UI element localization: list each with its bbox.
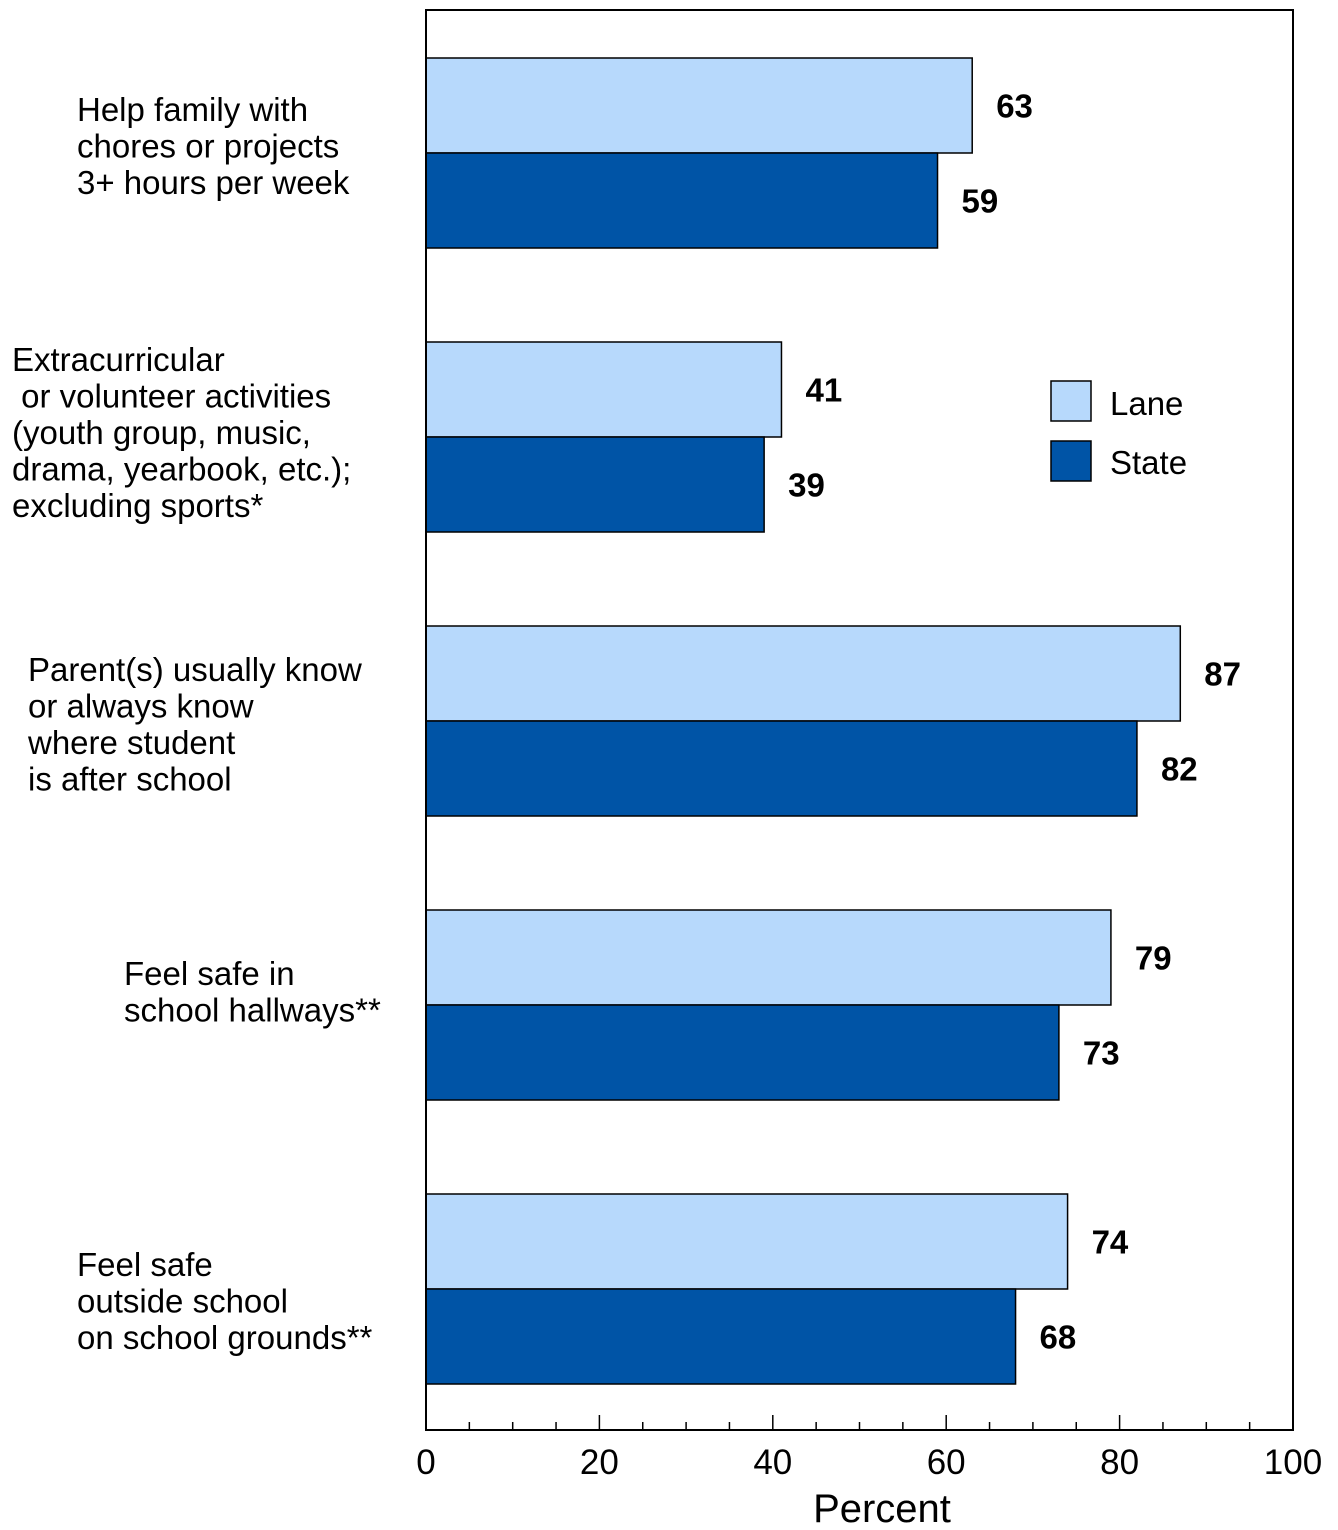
value-labels-group: 63 59 41 39 87 82 79 73 74 68	[788, 88, 1241, 1356]
bar-lane-4	[425, 909, 1112, 1006]
category-label-line: school hallways**	[124, 992, 381, 1029]
x-tick-label: 0	[416, 1443, 435, 1482]
bar-lane-5	[425, 1193, 1069, 1290]
bar-lane-3	[425, 625, 1182, 722]
category-label-2: Extracurricular or volunteer activities(…	[12, 341, 351, 524]
x-tick-label: 60	[927, 1443, 966, 1482]
legend-swatch-lane	[1050, 380, 1092, 422]
bar-state-1	[425, 152, 939, 249]
legend: Lane State	[1050, 380, 1187, 482]
bar-state-4	[425, 1004, 1060, 1101]
category-label-line: (youth group, music,	[12, 414, 311, 451]
bar-lane-1	[425, 57, 973, 154]
category-label-line: 3+ hours per week	[77, 164, 350, 201]
x-tick-label: 20	[580, 1443, 619, 1482]
bar-state-2	[425, 436, 765, 533]
value-label-lane-5: 74	[1092, 1224, 1129, 1261]
category-labels-group: Help family with chores or projects 3+ hou…	[12, 91, 381, 1356]
category-label-1: Help family with chores or projects 3+ hou…	[77, 91, 350, 201]
category-label-line: Help family with	[77, 91, 308, 128]
category-label-line: where student	[27, 724, 235, 761]
category-label-line: or always know	[28, 688, 254, 725]
legend-label-state: State	[1110, 444, 1187, 481]
x-axis-title: Percent	[813, 1487, 951, 1530]
category-label-line: Extracurricular	[12, 341, 225, 378]
value-label-lane-3: 87	[1204, 656, 1241, 693]
category-label-line: or volunteer activities	[12, 378, 331, 415]
category-label-line: outside school	[77, 1283, 288, 1320]
ticks-group: 0 20 40 60 80 100	[416, 1415, 1322, 1482]
value-label-lane-1: 63	[996, 88, 1033, 125]
value-label-state-4: 73	[1083, 1035, 1120, 1072]
category-label-line: drama, yearbook, etc.);	[12, 451, 351, 488]
value-label-state-5: 68	[1040, 1319, 1077, 1356]
legend-label-lane: Lane	[1110, 385, 1183, 422]
x-tick-label: 100	[1264, 1443, 1322, 1482]
value-label-lane-2: 41	[805, 372, 842, 409]
category-label-line: Feel safe	[77, 1246, 213, 1283]
category-label-line: chores or projects	[77, 128, 339, 165]
x-tick-label: 40	[753, 1443, 792, 1482]
bar-state-5	[425, 1288, 1017, 1385]
category-label-line: on school grounds**	[77, 1319, 373, 1356]
category-label-line: Parent(s) usually know	[28, 651, 362, 688]
category-label-line: Feel safe in	[124, 955, 295, 992]
value-label-lane-4: 79	[1135, 940, 1172, 977]
category-label-line: excluding sports*	[12, 487, 263, 524]
bar-lane-2	[425, 341, 783, 438]
category-label-3: Parent(s) usually know or always know wher…	[27, 651, 362, 798]
bar-state-3	[425, 720, 1138, 817]
value-label-state-2: 39	[788, 467, 825, 504]
value-label-state-1: 59	[962, 183, 999, 220]
legend-swatch-state	[1050, 440, 1092, 482]
category-label-5: Feel safe outside school on school grounds…	[77, 1246, 373, 1356]
category-label-4: Feel safe in school hallways**	[124, 955, 381, 1029]
value-label-state-3: 82	[1161, 751, 1198, 788]
category-label-line: is after school	[28, 761, 232, 798]
bars-group	[425, 57, 1182, 1385]
x-tick-label: 80	[1100, 1443, 1139, 1482]
